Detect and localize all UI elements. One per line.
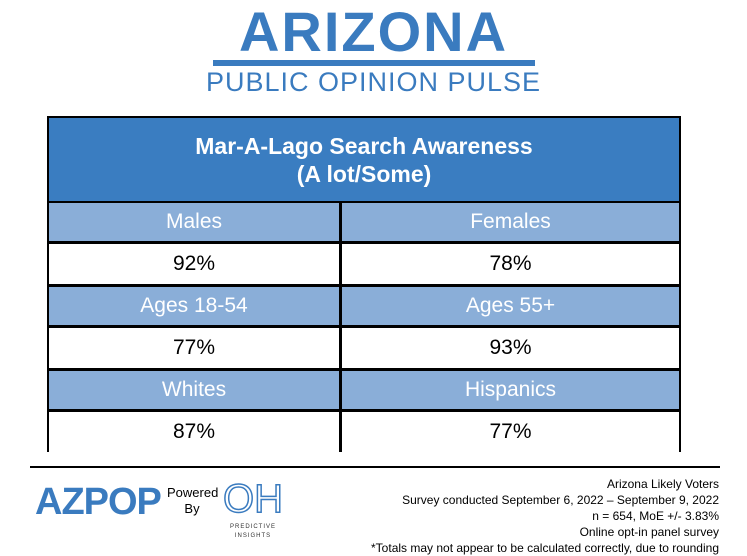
table-title-cell: Mar-A-Lago Search Awareness (A lot/Some) (49, 118, 679, 201)
oh-logo-letters: OH (223, 477, 283, 521)
value-whites: 87% (49, 412, 339, 452)
logo-subtitle: PUBLIC OPINION PULSE (205, 67, 542, 97)
group-label-males: Males (49, 203, 339, 241)
group-label-ages-55-plus: Ages 55+ (342, 287, 679, 325)
arizona-logo-title: ARIZONA (238, 0, 509, 63)
note-line: Arizona Likely Voters (606, 477, 719, 491)
table-title: Mar-A-Lago Search Awareness (195, 133, 533, 159)
oh-logo-caption-1: PREDICTIVE (230, 524, 276, 530)
value-males: 92% (49, 244, 339, 284)
value-ages-55-plus: 93% (342, 328, 679, 368)
powered-by-line-2: By (184, 501, 200, 516)
group-label-hispanics: Hispanics (342, 371, 679, 409)
oh-predictive-insights-logo: OH PREDICTIVE INSIGHTS (222, 476, 284, 539)
powered-by: Powered By (167, 485, 219, 517)
note-line: Survey conducted September 6, 2022 – Sep… (402, 493, 719, 507)
azpop-logo-text: AZPOP (35, 481, 162, 520)
value-ages-18-54: 77% (49, 328, 339, 368)
survey-notes: Arizona Likely Voters Survey conducted S… (371, 476, 719, 556)
footer-divider (30, 466, 720, 468)
note-line: n = 654, MoE +/- 3.83% (592, 509, 719, 523)
awareness-table: Mar-A-Lago Search Awareness (A lot/Some)… (47, 116, 681, 452)
group-label-females: Females (342, 203, 679, 241)
logo-divider (213, 60, 535, 66)
value-hispanics: 77% (342, 412, 679, 452)
oh-logo-caption-2: INSIGHTS (235, 533, 271, 539)
group-label-ages-18-54: Ages 18-54 (49, 287, 339, 325)
table-subtitle: (A lot/Some) (296, 161, 432, 187)
note-line: Online opt-in panel survey (579, 525, 719, 539)
note-line: *Totals may not appear to be calculated … (371, 541, 719, 555)
group-label-whites: Whites (49, 371, 339, 409)
value-females: 78% (342, 244, 679, 284)
powered-by-line-1: Powered (167, 485, 219, 500)
azpop-logo: AZPOP (35, 481, 163, 520)
